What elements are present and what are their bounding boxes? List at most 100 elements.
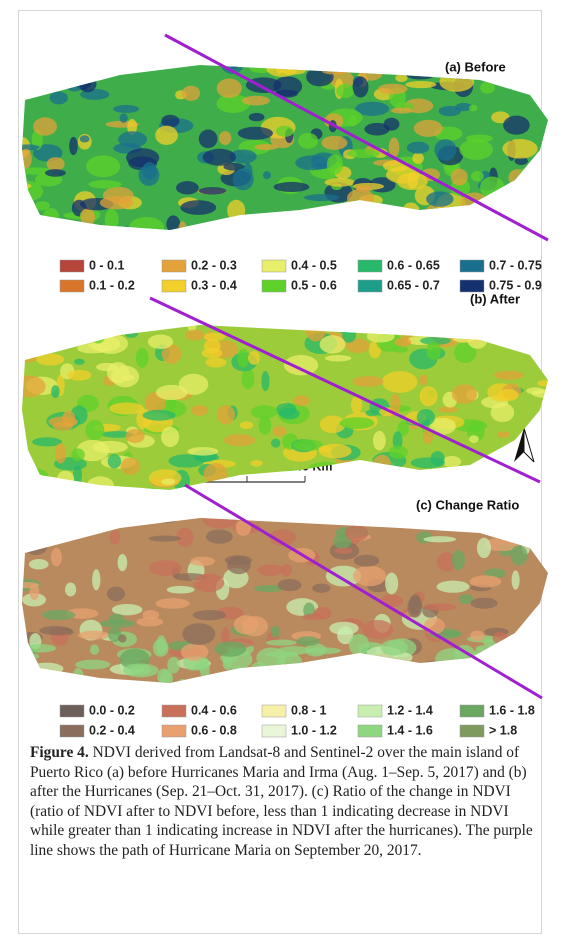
texture-spot [172,50,190,61]
legend-label: 1.0 - 1.2 [291,723,337,737]
texture-spot [477,684,511,694]
texture-spot [19,306,37,314]
legend-label: 0.4 - 0.6 [191,703,237,717]
texture-spot [298,133,318,149]
legend-swatch [162,725,186,737]
texture-spot [402,202,419,219]
texture-spot [534,227,560,247]
texture-spot [281,564,292,576]
texture-spot [148,536,181,542]
texture-spot [161,115,179,128]
texture-spot [62,411,75,427]
texture-spot [104,59,119,66]
texture-spot [519,510,534,530]
texture-spot [29,663,63,675]
texture-spot [468,332,488,349]
texture-spot [321,313,336,321]
legend-swatch [262,705,286,717]
legend-label: 0.2 - 0.3 [191,258,237,272]
texture-spot [85,420,104,440]
texture-spot [514,647,528,668]
texture-spot [157,669,171,685]
texture-spot [72,513,99,520]
texture-spot [458,311,474,321]
texture-spot [108,492,130,503]
texture-spot [80,37,99,43]
texture-spot [327,306,362,326]
texture-spot [537,380,554,387]
texture-spot [371,664,383,678]
legend-swatch [460,705,484,717]
texture-spot [335,548,353,554]
texture-spot [447,37,479,44]
legend-label: 0.5 - 0.6 [291,278,337,292]
legend-swatch [358,260,382,272]
texture-spot [398,674,408,696]
texture-spot [445,42,465,54]
texture-spot [92,569,100,590]
texture-spot [214,641,246,656]
texture-spot [494,371,524,380]
texture-spot [318,446,330,453]
texture-spot [34,234,45,245]
texture-spot [307,209,325,225]
legend-label: 0.6 - 0.8 [191,723,237,737]
texture-spot [4,659,36,673]
texture-spot [52,310,78,325]
texture-spot [271,626,280,638]
texture-spot [243,42,267,58]
texture-spot [471,171,484,181]
texture-spot [143,410,176,421]
texture-spot [394,338,411,347]
map-panel [7,291,560,507]
texture-spot [325,676,350,695]
texture-spot [407,142,429,154]
texture-spot [92,441,127,453]
texture-spot [107,587,125,602]
texture-spot [7,353,38,363]
texture-spot [319,669,343,676]
legend-label: 0.65 - 0.7 [387,278,440,292]
texture-spot [57,471,74,487]
texture-spot [298,222,322,240]
legend-label: 0.75 - 0.9 [489,278,542,292]
texture-spot [378,84,408,95]
texture-spot [380,505,388,524]
texture-spot [42,610,75,620]
texture-spot [75,660,110,670]
texture-spot [86,155,120,177]
legend-label: 0.4 - 0.5 [291,258,337,272]
legend-label: 1.6 - 1.8 [489,703,535,717]
texture-spot [533,675,562,684]
texture-spot [317,299,338,309]
texture-spot [125,429,144,443]
texture-spot [90,644,99,655]
texture-spot [438,223,473,243]
texture-spot [143,46,156,58]
texture-spot [382,371,417,393]
texture-spot [65,491,88,504]
texture-spot [397,173,428,190]
texture-spot [471,598,498,609]
texture-spot [250,677,275,694]
texture-spot [19,72,28,89]
legend-swatch [162,260,186,272]
texture-spot [90,326,105,344]
texture-spot [186,293,215,307]
texture-spot [237,349,249,368]
texture-spot [18,91,33,98]
texture-spot [223,41,233,61]
texture-spot [161,427,179,447]
texture-spot [497,389,519,401]
texture-spot [344,205,370,219]
texture-spot [455,229,482,244]
texture-spot [321,136,347,150]
legend-label: 0.3 - 0.4 [191,278,237,292]
texture-spot [418,213,440,228]
texture-spot [37,65,58,77]
legend-label: 0.7 - 0.75 [489,258,542,272]
texture-spot [261,371,269,391]
texture-spot [273,76,302,96]
texture-spot [140,488,161,495]
texture-spot [236,484,261,494]
